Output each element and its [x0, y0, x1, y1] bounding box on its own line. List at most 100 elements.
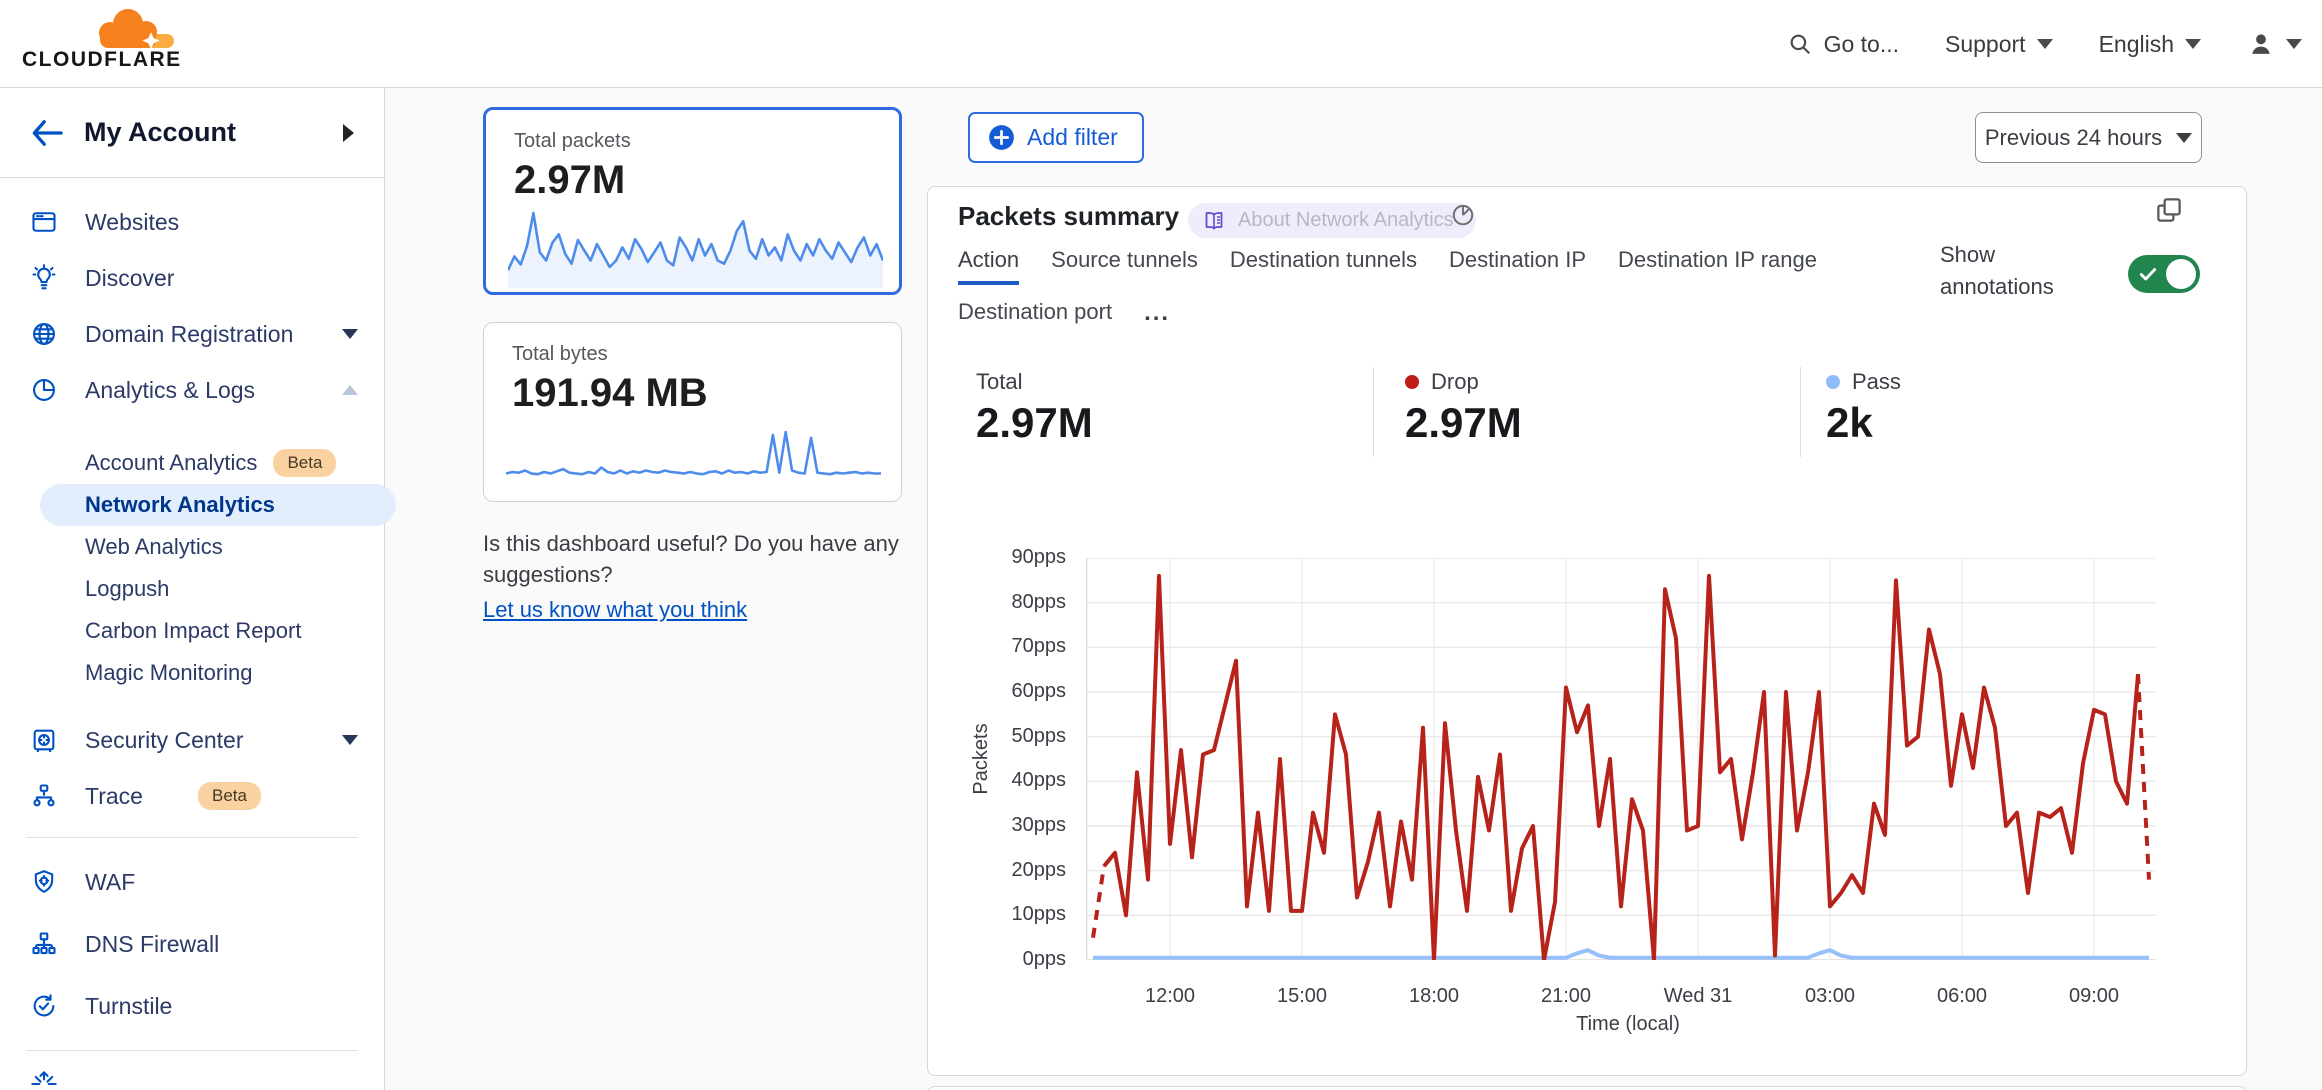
sidebar-item-label: Domain Registration	[85, 320, 294, 347]
sidebar-item-label: Web Analytics	[85, 534, 223, 559]
total-bytes-card[interactable]: Total bytes 191.94 MB	[483, 322, 902, 502]
sidebar-item-label: WAF	[85, 868, 136, 895]
websites-icon	[32, 212, 56, 232]
y-tick-label: 40pps	[1011, 769, 1067, 792]
tab-destination-ip-range[interactable]: Destination IP range	[1618, 247, 1817, 272]
panel-title: Packets summary	[958, 201, 1180, 231]
sidebar-item-label: Trace	[85, 782, 143, 809]
goto-search[interactable]: Go to...	[1787, 31, 1899, 58]
about-network-analytics-badge[interactable]: About Network Analytics	[1188, 203, 1476, 238]
feedback-block: Is this dashboard useful? Do you have an…	[483, 528, 923, 625]
sidebar-item-carbon-impact-report[interactable]: Carbon Impact Report	[0, 610, 384, 652]
goto-label: Go to...	[1823, 30, 1899, 57]
chevron-down-icon	[2036, 39, 2053, 49]
feedback-link[interactable]: Let us know what you think	[483, 597, 748, 622]
trace-icon	[33, 784, 55, 807]
cloudflare-logo-text: CLOUDFLARE	[22, 48, 182, 71]
sidebar-item-account-analytics[interactable]: Account Analytics Beta	[0, 442, 384, 484]
support-label: Support	[1945, 30, 2026, 57]
chevron-down-icon	[2185, 39, 2201, 49]
sidebar-item-logpush[interactable]: Logpush	[0, 568, 384, 610]
sidebar-item-web-analytics[interactable]: Web Analytics	[0, 526, 384, 568]
y-tick-label: 70pps	[1011, 635, 1067, 658]
sidebar-item-label: Security Center	[85, 726, 244, 753]
topbar-menu: Go to... Support English	[1787, 0, 2302, 88]
sidebar-item-discover[interactable]: Discover	[0, 250, 384, 306]
sidebar-header[interactable]: My Account	[0, 88, 384, 178]
tab-destination-port[interactable]: Destination port	[958, 299, 1113, 324]
stat-label-drop: Drop	[1405, 369, 1479, 395]
cloudflare-cloud-icon	[99, 9, 174, 48]
y-tick-label: 30pps	[1011, 814, 1067, 836]
sidebar-item-security-center[interactable]: Security Center	[0, 712, 384, 768]
analytics-logs-icon	[33, 379, 55, 401]
sidebar-item-waf[interactable]: WAF	[0, 851, 384, 913]
check-icon	[2139, 268, 2157, 281]
total-packets-card[interactable]: Total packets 2.97M	[483, 107, 902, 295]
toggle-knob	[2166, 259, 2196, 289]
language-label: English	[2098, 30, 2174, 57]
about-badge-label: About Network Analytics	[1238, 209, 1454, 231]
sidebar-item-label: Account Analytics	[85, 450, 258, 475]
language-menu[interactable]: English	[2099, 31, 2201, 58]
sidebar-item-partial-item[interactable]	[0, 1064, 384, 1090]
chevron-down-icon	[2286, 39, 2302, 49]
chevron-right-icon[interactable]	[343, 123, 354, 142]
back-arrow-icon[interactable]	[30, 119, 64, 147]
add-filter-button[interactable]: Add filter	[968, 112, 1144, 163]
sidebar-item-analytics-logs[interactable]: Analytics & Logs	[0, 362, 384, 418]
sidebar-item-dns-firewall[interactable]: DNS Firewall	[0, 913, 384, 975]
y-tick-label: 50pps	[1011, 724, 1067, 747]
total-bytes-sparkline	[506, 430, 881, 476]
sidebar-item-label: Network Analytics	[85, 492, 275, 517]
x-tick-label: 03:00	[1804, 985, 1856, 1007]
time-range-label: Previous 24 hours	[1984, 124, 2163, 150]
support-menu[interactable]: Support	[1945, 31, 2053, 58]
account-menu[interactable]	[2247, 30, 2302, 58]
sidebar-item-websites[interactable]: Websites	[0, 194, 384, 250]
sidebar-item-label: Logpush	[85, 576, 170, 601]
tab-action[interactable]: Action	[958, 247, 1020, 285]
sidebar-item-label: Analytics & Logs	[85, 376, 256, 403]
stat-label-pass: Pass	[1826, 369, 1901, 395]
book-icon	[1205, 211, 1223, 229]
pie-chart-icon[interactable]	[1450, 201, 1476, 227]
tab-source-tunnels[interactable]: Source tunnels	[1051, 247, 1198, 272]
y-tick-label: 80pps	[1011, 590, 1067, 613]
sidebar-item-trace[interactable]: Trace Beta	[0, 768, 384, 824]
chevron-down-icon	[2176, 132, 2193, 143]
sidebar-item-network-analytics[interactable]: Network Analytics	[40, 484, 396, 526]
x-tick-label: 12:00	[1144, 985, 1196, 1007]
show-annotations-toggle[interactable]	[2128, 255, 2200, 293]
total-packets-value: 2.97M	[514, 158, 626, 202]
cloudflare-logo[interactable]: CLOUDFLARE	[22, 4, 182, 84]
more-tabs-button[interactable]: ...	[1144, 299, 1171, 326]
beta-badge: Beta	[273, 449, 337, 477]
sidebar-item-turnstile[interactable]: Turnstile	[0, 975, 384, 1037]
x-tick-label: Wed 31	[1663, 985, 1733, 1007]
total-packets-title: Total packets	[514, 130, 631, 152]
total-bytes-value: 191.94 MB	[512, 371, 708, 415]
expand-view-icon[interactable]	[2154, 195, 2184, 225]
time-range-dropdown[interactable]: Previous 24 hours	[1975, 112, 2202, 163]
tab-destination-tunnels[interactable]: Destination tunnels	[1229, 247, 1418, 272]
y-axis-title: Packets	[970, 723, 992, 795]
sidebar-item-label: DNS Firewall	[85, 930, 220, 957]
sidebar-nav: Websites Discover Domain Registration Analy…	[0, 178, 396, 1090]
dimension-tabs-row2: Destination port...	[958, 299, 1170, 335]
discover-icon	[32, 264, 56, 290]
stat-value-pass: 2k	[1826, 399, 1873, 446]
packets-summary-panel: Packets summary About Network Analytics …	[927, 186, 2247, 1076]
partial-item-icon	[31, 1071, 57, 1086]
feedback-line2: suggestions?	[483, 562, 613, 587]
legend-dot-drop	[1405, 375, 1419, 389]
y-tick-label: 90pps	[1011, 546, 1067, 568]
packets-line-chart[interactable]	[1086, 558, 2156, 960]
sidebar-item-magic-monitoring[interactable]: Magic Monitoring	[0, 652, 384, 694]
tab-destination-ip[interactable]: Destination IP	[1449, 247, 1587, 272]
stat-label-total: Total	[976, 369, 1023, 394]
security-center-icon	[33, 729, 55, 753]
sidebar-item-domain-registration[interactable]: Domain Registration	[0, 306, 384, 362]
total-bytes-title: Total bytes	[512, 343, 608, 365]
